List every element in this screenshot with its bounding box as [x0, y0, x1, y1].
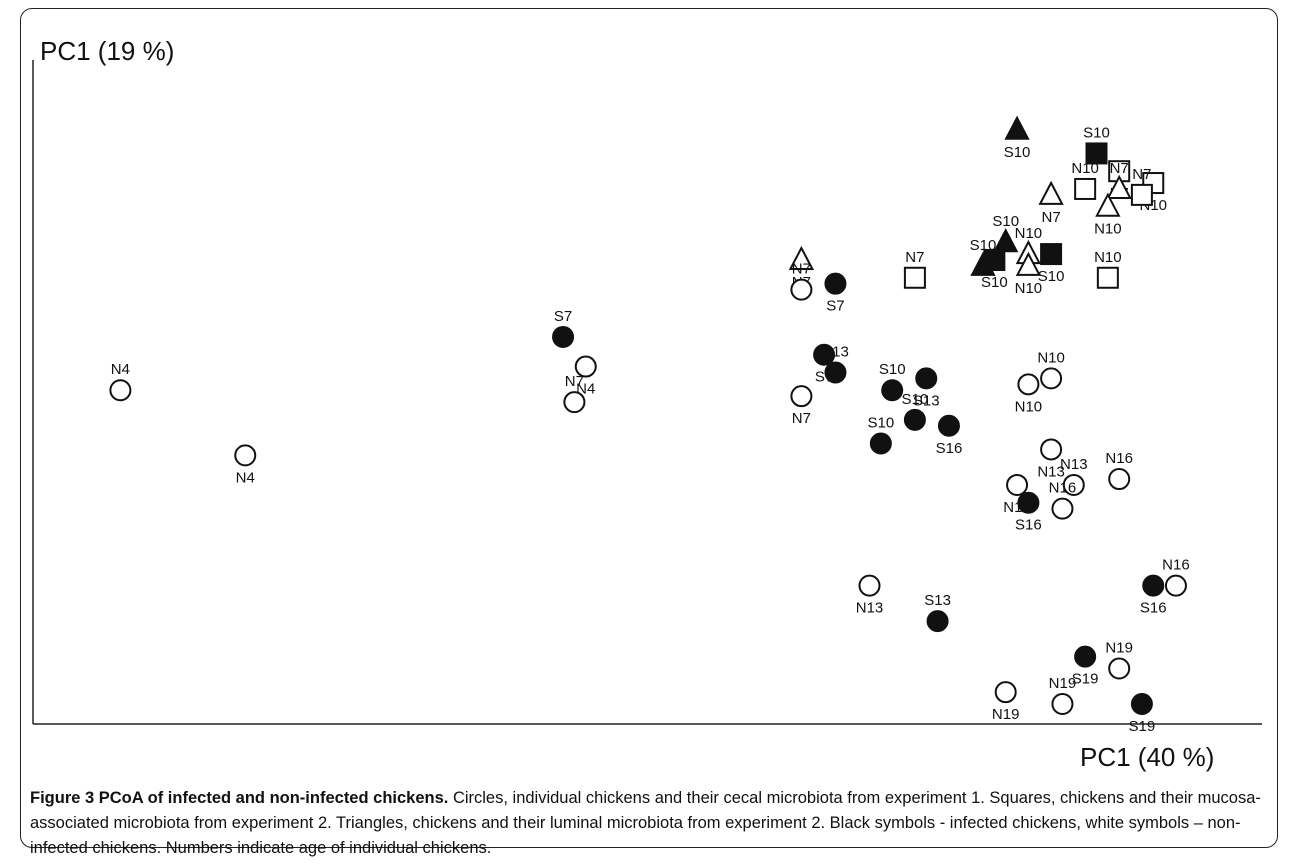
point-circle-infected: [869, 432, 892, 455]
point-label: S16: [1015, 517, 1042, 534]
point-circle-infected: [926, 610, 949, 633]
point-circle-infected: [881, 379, 904, 402]
point-label: N10: [1015, 280, 1043, 297]
point-circle-infected: [903, 408, 926, 431]
point-circle-noninfected: [1062, 473, 1085, 496]
point-label: S10: [992, 213, 1019, 230]
point-label: N7: [792, 410, 811, 427]
point-label: S10: [1038, 268, 1065, 285]
point-circle-noninfected: [790, 385, 813, 408]
point-label: S10: [867, 415, 894, 432]
point-square-noninfected: [1096, 266, 1119, 289]
point-label: N7: [792, 261, 811, 278]
point-label: N19: [1105, 639, 1133, 656]
point-label: N7: [1110, 160, 1129, 177]
point-square-noninfected: [1074, 177, 1097, 200]
points-layer: N4N4S7N4N7N7N7S7N7S7S13N7S10S13S10S16S10…: [109, 115, 1190, 735]
point-label: S16: [1140, 600, 1167, 617]
point-label: S7: [826, 298, 844, 315]
point-circle-noninfected: [563, 391, 586, 414]
point-circle-noninfected: [234, 444, 257, 467]
point-circle-infected: [824, 361, 847, 384]
point-label: N4: [236, 469, 255, 486]
point-circle-infected: [1074, 645, 1097, 668]
point-label: N19: [992, 706, 1020, 723]
point-circle-infected: [824, 272, 847, 295]
point-triangle-noninfected: [1106, 174, 1132, 199]
point-circle-infected: [915, 367, 938, 390]
point-circle-noninfected: [109, 379, 132, 402]
point-circle-noninfected: [858, 574, 881, 597]
x-axis-title: PC1 (40 %): [1080, 742, 1215, 772]
point-circle-infected: [1017, 491, 1040, 514]
point-label: S13: [913, 392, 940, 409]
point-label: N4: [111, 361, 130, 378]
point-circle-noninfected: [1006, 473, 1029, 496]
point-circle-noninfected: [1164, 574, 1187, 597]
point-circle-infected: [1142, 574, 1165, 597]
point-circle-infected: [1130, 693, 1153, 715]
point-circle-noninfected: [1108, 657, 1131, 680]
figure-caption: Figure 3 PCoA of infected and non-infect…: [30, 786, 1270, 861]
y-axis-title: PC1 (19 %): [40, 36, 175, 66]
point-circle-infected: [937, 414, 960, 437]
point-label: N13: [1037, 463, 1065, 480]
point-label: N16: [1105, 450, 1133, 467]
point-triangle-noninfected: [788, 245, 815, 270]
point-circle-noninfected: [790, 278, 813, 301]
point-triangle-noninfected: [1095, 192, 1121, 217]
caption-text: Circles, individual chickens and their c…: [30, 789, 1261, 857]
point-label: N10: [1094, 249, 1122, 266]
point-circle-noninfected: [1108, 468, 1131, 491]
point-label: S19: [1072, 671, 1099, 688]
figure-frame: [20, 8, 1278, 848]
point-label: S16: [936, 440, 963, 457]
point-label: N13: [1060, 456, 1088, 473]
point-label: N10: [1094, 221, 1122, 238]
point-label: N19: [1049, 675, 1077, 692]
point-label: S10: [902, 391, 929, 408]
point-label: N10: [1037, 349, 1065, 366]
point-circle-noninfected: [1040, 367, 1063, 390]
point-circle-noninfected: [1017, 373, 1040, 396]
point-label: S10: [970, 237, 997, 254]
point-label: S13: [822, 343, 849, 360]
point-label: N10: [1015, 398, 1043, 415]
point-label: N10: [1071, 160, 1099, 177]
point-label: S19: [1129, 718, 1156, 735]
point-triangle-noninfected: [1015, 251, 1042, 276]
point-label: N7: [905, 249, 924, 266]
point-square-noninfected: [1130, 183, 1153, 206]
point-square-infected: [1085, 142, 1108, 165]
point-label: N16: [1162, 557, 1190, 574]
point-label: S13: [924, 592, 951, 609]
point-circle-infected: [813, 343, 836, 366]
point-label: N7: [565, 373, 584, 390]
point-triangle-infected: [993, 228, 1019, 253]
caption-title: Figure 3 PCoA of infected and non-infect…: [30, 789, 449, 807]
point-label: S10: [1004, 144, 1031, 161]
point-circle-noninfected: [1051, 693, 1074, 715]
point-label: N7: [1042, 209, 1061, 226]
point-circle-noninfected: [994, 681, 1017, 704]
point-label: S10: [1083, 124, 1110, 141]
point-label: N7: [1132, 166, 1151, 183]
point-circle-noninfected: [574, 355, 597, 378]
point-triangle-infected: [970, 251, 996, 276]
point-label: N16: [1049, 480, 1077, 497]
point-label: S7: [554, 308, 572, 325]
point-triangle-noninfected: [1038, 180, 1064, 205]
point-square-infected: [1040, 243, 1063, 266]
point-circle-infected: [552, 325, 575, 348]
point-circle-noninfected: [1040, 438, 1063, 461]
point-label: N13: [856, 600, 884, 617]
point-square-noninfected: [903, 266, 926, 289]
point-triangle-infected: [1004, 115, 1030, 140]
point-circle-noninfected: [1051, 497, 1074, 520]
point-label: S10: [879, 361, 906, 378]
point-label: N10: [1015, 225, 1043, 242]
point-label: S10: [981, 274, 1008, 291]
